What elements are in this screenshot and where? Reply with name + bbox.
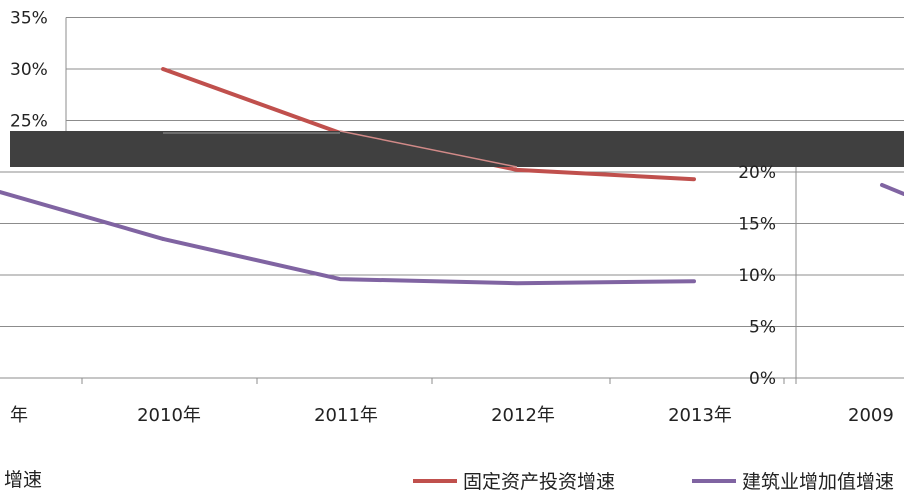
legend-label-partial-left: 增速 [4,469,42,491]
legend: 增速 固定资产投资增速 建筑业增加值增速 [4,469,894,493]
x-tick-label-2: 2012年 [491,405,555,426]
occluder-bar [10,131,904,167]
legend-label-1: 建筑业增加值增速 [742,471,894,493]
y-tick-label-upper-0: 35% [10,9,48,29]
legend-label-0: 固定资产投资增速 [463,471,615,493]
y-tick-label-lower-4: 0% [749,369,776,389]
axes [0,134,904,384]
y-tick-label-upper-2: 25% [10,112,48,132]
x-tick-label-partial-right: 2009 [848,405,894,426]
x-tick-label-3: 2013年 [668,405,732,426]
upper-gridlines [65,17,904,134]
y-tick-label-lower-0: 20% [738,163,776,183]
x-tick-label-1: 2011年 [314,405,378,426]
occluder-trace [339,130,518,168]
x-tick-label-0: 2010年 [137,405,201,426]
x-tick-labels: 年 2009 2010年 2011年 2012年 2013年 [10,405,894,426]
y-tick-labels: 35% 30% 25% 20% 15% 10% 5% 0% [10,9,776,390]
y-tick-label-lower-3: 5% [749,318,776,338]
lower-gridlines [0,171,904,327]
y-tick-label-upper-1: 30% [10,60,48,80]
y-tick-label-lower-1: 15% [738,215,776,235]
y-tick-label-lower-2: 10% [738,266,776,286]
series-line-1 [161,236,696,286]
series-line-1-left-fragment [0,190,165,241]
occluder [10,130,904,168]
series-line-1-right-fragment [880,183,904,196]
x-tick-label-partial-left: 年 [10,405,28,426]
